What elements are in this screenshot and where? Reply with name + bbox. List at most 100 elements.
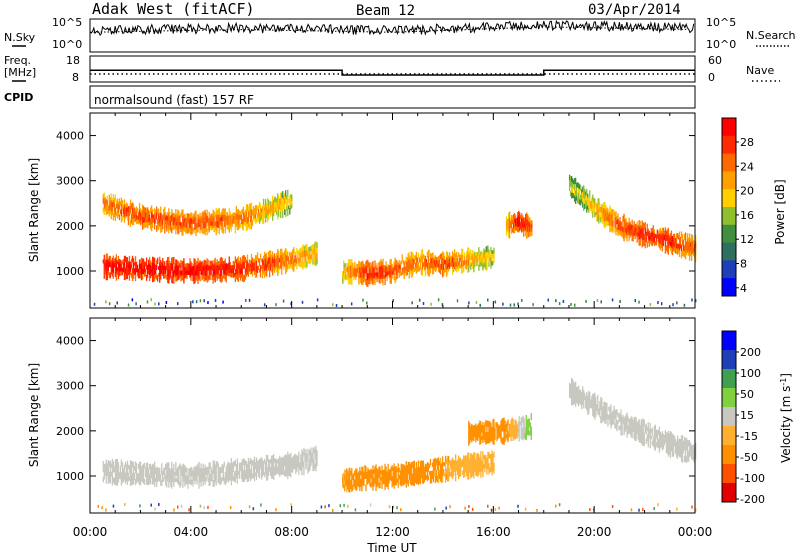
data-cell — [649, 435, 651, 442]
data-cell — [174, 221, 176, 226]
data-cell — [481, 467, 483, 472]
data-cell — [206, 228, 208, 236]
data-cell — [416, 472, 419, 479]
data-cell — [135, 206, 138, 212]
data-cell — [674, 237, 677, 244]
data-cell — [116, 198, 119, 204]
data-cell — [114, 257, 117, 263]
data-cell — [107, 209, 109, 215]
data-cell — [589, 397, 591, 404]
data-cell — [163, 208, 165, 215]
data-cell — [600, 396, 602, 404]
data-cell — [154, 480, 156, 487]
data-cell — [152, 262, 154, 270]
data-cell — [406, 464, 408, 470]
data-cell — [255, 468, 258, 475]
data-cell — [147, 473, 150, 480]
data-cell — [354, 483, 356, 489]
data-cell — [211, 265, 213, 271]
data-cell — [133, 210, 136, 215]
data-cell — [284, 255, 286, 262]
data-cell — [366, 273, 368, 281]
data-cell — [262, 269, 265, 275]
data-cell — [119, 267, 122, 272]
data-cell — [343, 476, 345, 481]
data-cell — [468, 420, 470, 428]
data-cell — [461, 248, 463, 256]
data-cell — [169, 471, 171, 476]
data-cell — [212, 215, 214, 223]
data-cell — [599, 413, 601, 418]
data-cell — [178, 216, 180, 223]
clutter-cell — [434, 507, 436, 511]
data-cell — [275, 265, 277, 270]
data-cell — [414, 468, 416, 474]
data-cell — [378, 262, 380, 268]
data-cell — [681, 455, 684, 463]
data-cell — [342, 474, 344, 478]
data-cell — [408, 252, 410, 260]
data-cell — [191, 223, 193, 230]
data-cell — [473, 432, 475, 438]
data-cell — [218, 214, 220, 222]
data-cell — [406, 256, 408, 262]
data-cell — [195, 470, 197, 476]
data-cell — [109, 466, 111, 473]
data-cell — [637, 420, 639, 426]
data-cell — [639, 233, 641, 240]
data-cell — [428, 464, 431, 469]
data-cell — [256, 464, 259, 469]
data-cell — [132, 258, 135, 264]
data-cell — [437, 469, 440, 477]
data-cell — [108, 477, 110, 483]
data-cell — [287, 209, 289, 217]
data-cell — [247, 221, 250, 228]
data-cell — [215, 467, 217, 474]
data-cell — [598, 198, 600, 205]
data-cell — [235, 264, 238, 270]
data-cell — [607, 217, 609, 222]
data-cell — [491, 450, 493, 457]
data-cell — [671, 235, 674, 243]
data-cell — [186, 475, 188, 481]
data-cell — [189, 213, 191, 219]
data-cell — [670, 236, 673, 243]
data-cell — [465, 466, 467, 473]
data-cell — [279, 471, 281, 477]
data-cell — [156, 206, 158, 214]
data-cell — [432, 252, 435, 259]
data-cell — [207, 470, 209, 475]
data-cell — [231, 219, 233, 224]
data-cell — [185, 274, 187, 278]
data-cell — [204, 474, 206, 480]
data-cell — [152, 256, 154, 264]
data-cell — [184, 267, 186, 272]
data-cell — [511, 215, 514, 220]
data-cell — [442, 462, 445, 467]
data-cell — [240, 466, 243, 471]
data-cell — [118, 258, 121, 264]
data-cell — [229, 211, 231, 217]
data-cell — [640, 425, 642, 432]
colorbar-frame — [721, 117, 737, 297]
data-cell — [354, 479, 356, 485]
data-cell — [117, 208, 120, 213]
colorbar-tick-label: 50 — [740, 388, 754, 401]
data-cell — [395, 259, 397, 266]
data-cell — [594, 212, 596, 218]
data-cell — [299, 248, 301, 254]
data-cell — [350, 484, 352, 490]
data-cell — [133, 261, 136, 266]
data-cell — [180, 265, 182, 271]
data-cell — [179, 263, 181, 268]
data-cell — [451, 268, 454, 275]
data-cell — [182, 275, 184, 281]
data-cell — [437, 463, 440, 471]
data-cell — [200, 262, 202, 267]
data-cell — [665, 442, 668, 449]
data-cell — [492, 454, 494, 459]
data-cell — [367, 273, 369, 281]
data-cell — [260, 457, 263, 463]
data-cell — [267, 471, 270, 476]
data-cell — [575, 381, 577, 389]
